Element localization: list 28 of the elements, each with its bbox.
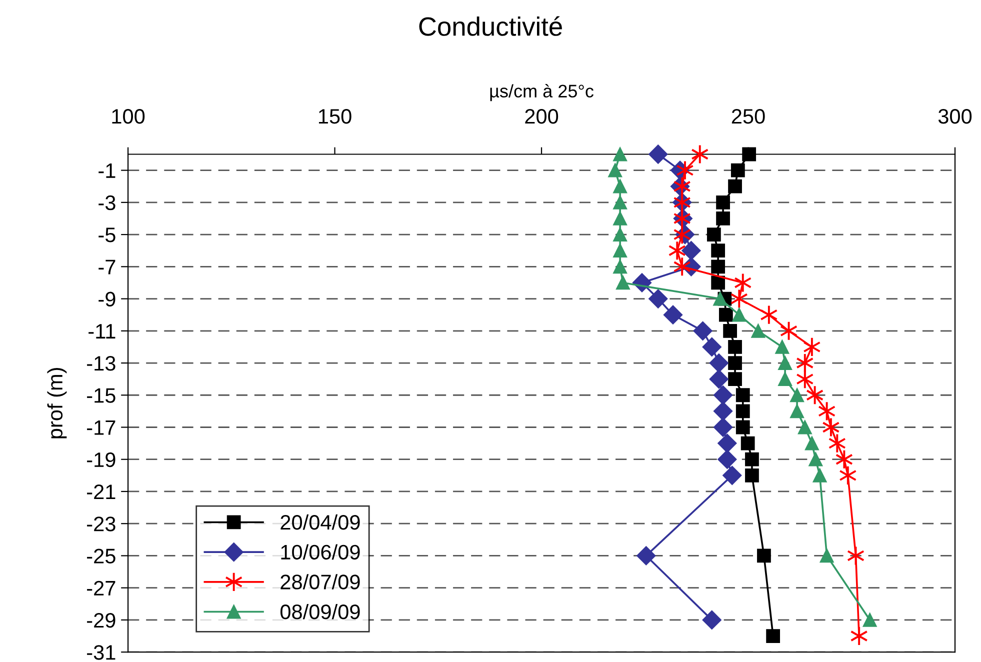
y-tick-label: -17 [87, 420, 116, 435]
y-tick-label: -31 [87, 645, 116, 660]
legend-label: 10/06/09 [281, 544, 360, 560]
y-tick-label: -29 [87, 612, 116, 628]
y-tick-label: -11 [88, 324, 116, 338]
legend-label: 08/09/09 [280, 604, 360, 620]
x-axis-title: µs/cm à 25°c [490, 84, 594, 102]
y-tick-label: -19 [87, 452, 116, 468]
y-tick-label: -27 [87, 580, 116, 596]
x-tick-label: 150 [318, 108, 352, 124]
y-tick-label: -25 [87, 548, 116, 564]
y-tick-label: -21 [87, 484, 116, 500]
y-tick-label: -15 [87, 388, 116, 403]
y-axis-title: prof (m) [47, 368, 67, 438]
chart-title: Conductivité [419, 16, 562, 36]
legend-label: 28/07/09 [280, 574, 360, 590]
y-tick-label: -3 [98, 195, 116, 210]
x-tick-label: 100 [112, 108, 145, 124]
y-tick-label: -13 [87, 356, 116, 371]
y-tick-label: -1 [98, 164, 116, 178]
y-tick-label: -7 [98, 260, 116, 274]
y-tick-label: -23 [87, 516, 116, 532]
legend-label: 20/04/09 [280, 514, 360, 530]
x-tick-label: 250 [732, 108, 765, 124]
x-tick-label: 200 [525, 108, 558, 124]
x-tick-label: 300 [938, 108, 972, 124]
y-tick-label: -9 [98, 292, 116, 307]
y-tick-label: -5 [98, 228, 116, 242]
